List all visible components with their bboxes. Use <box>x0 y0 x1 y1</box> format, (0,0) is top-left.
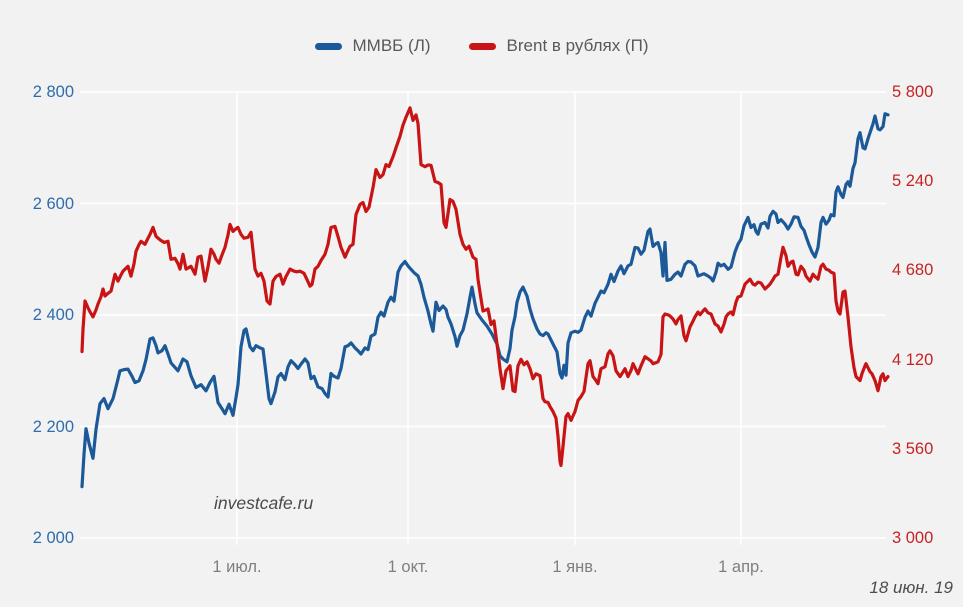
x-tick-label: 1 апр. <box>718 558 764 576</box>
y-tick-label-right: 4 120 <box>892 350 934 369</box>
series-line-mmvb[interactable] <box>80 112 890 489</box>
legend-marker-icon <box>314 42 342 50</box>
y-tick-label-left: 2 600 <box>32 194 74 213</box>
x-tick-label: 1 июл. <box>212 558 262 576</box>
legend-item-brent[interactable]: Brent в рублях (П) <box>468 36 649 56</box>
y-tick-label-right: 4 680 <box>892 261 934 280</box>
x-tick-label: 1 окт. <box>387 558 429 576</box>
watermark: investcafe.ru <box>214 493 314 513</box>
y-tick-label-left: 2 400 <box>32 306 74 324</box>
y-tick-label-right: 3 000 <box>892 529 934 547</box>
legend-item-mmvb[interactable]: ММВБ (Л) <box>314 36 431 56</box>
y-tick-label-left: 2 000 <box>32 529 74 547</box>
legend-marker-icon <box>468 42 496 50</box>
y-tick-label-left: 2 800 <box>32 83 74 101</box>
legend-item-label: Brent в рублях (П) <box>506 36 649 55</box>
date-label: 18 июн. 19 <box>869 578 953 597</box>
y-tick-label-right: 5 800 <box>892 83 934 101</box>
legend-item-label: ММВБ (Л) <box>352 36 431 55</box>
legend: ММВБ (Л) Brent в рублях (П) <box>0 36 963 56</box>
x-tick-label: 1 янв. <box>552 558 598 576</box>
y-tick-label-right: 3 560 <box>892 439 934 458</box>
y-tick-label-right: 5 240 <box>892 172 934 191</box>
series-line-brent[interactable] <box>80 106 890 468</box>
y-tick-label-left: 2 200 <box>32 417 74 436</box>
